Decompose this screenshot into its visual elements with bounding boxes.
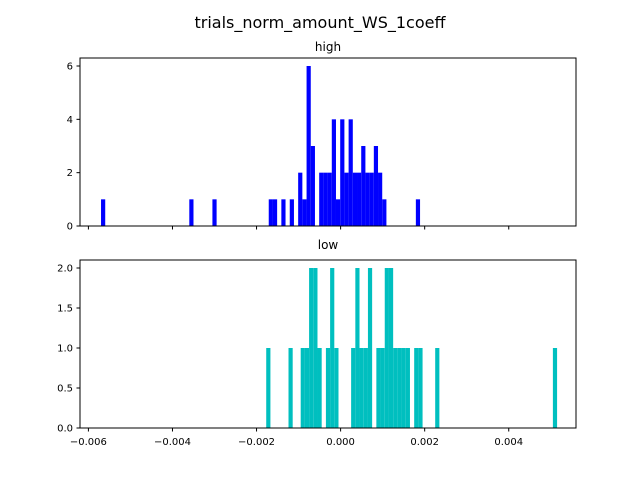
- histogram-bar: [327, 172, 332, 226]
- histogram-bar: [331, 119, 336, 226]
- histogram-bar: [363, 348, 368, 428]
- histogram-bar: [335, 199, 341, 226]
- y-axis-low: 0.0 0.5 1.0 1.5 2.0: [57, 264, 80, 435]
- histogram-bar: [401, 348, 406, 428]
- histogram-bar: [351, 348, 356, 428]
- histogram-bar: [101, 199, 106, 226]
- x-tick-label: −0.002: [238, 437, 275, 448]
- y-tick-label: 0.0: [57, 424, 73, 435]
- histogram-bar: [414, 348, 419, 428]
- histogram-bar: [304, 348, 310, 428]
- histogram-bar: [268, 199, 273, 226]
- histogram-bar: [393, 348, 398, 428]
- histogram-bar: [289, 199, 294, 226]
- histogram-bar: [352, 172, 357, 226]
- bars-high: [101, 66, 421, 226]
- y-tick-label: 1.5: [57, 304, 73, 315]
- histogram-bar: [300, 348, 305, 428]
- y-tick-label: 4: [67, 115, 73, 126]
- histogram-bar: [309, 268, 314, 428]
- bars-low: [266, 268, 558, 428]
- histogram-bar: [325, 348, 331, 428]
- histogram-bar: [272, 199, 278, 226]
- histogram-bar: [281, 199, 286, 226]
- y-tick-label: 2.0: [57, 264, 73, 275]
- histogram-bar: [334, 348, 339, 428]
- y-tick-label: 0.5: [57, 384, 73, 395]
- axes-frame-high: [79, 57, 577, 227]
- histogram-bar: [418, 348, 423, 428]
- histogram-bar: [380, 348, 385, 428]
- histogram-low: low 0.0 0.5 1.0 1.5 2.0 −0.006 −0.004 −0.002 0.…: [57, 238, 577, 448]
- histogram-bar: [212, 199, 217, 226]
- histogram-bar: [189, 199, 194, 226]
- histogram-bar: [298, 172, 303, 226]
- histogram-bar: [361, 146, 366, 226]
- histogram-bar: [382, 199, 387, 226]
- histogram-bar: [435, 348, 440, 428]
- histogram-bar: [367, 268, 373, 428]
- x-tick-label: 0.002: [410, 437, 439, 448]
- histogram-bar: [355, 268, 360, 428]
- histogram-bar: [302, 199, 307, 226]
- histogram-bar: [310, 146, 315, 226]
- histogram-bar: [388, 268, 394, 428]
- histogram-bar: [323, 172, 328, 226]
- y-tick-label: 0: [67, 222, 73, 233]
- histogram-bar: [373, 146, 379, 226]
- histogram-bar: [376, 348, 381, 428]
- x-axis-high: [87, 226, 510, 230]
- subplot-title-high: high: [315, 40, 341, 54]
- histogram-bar: [288, 348, 293, 428]
- histogram-bar: [313, 268, 318, 428]
- histogram-bar: [344, 172, 349, 226]
- histogram-bar: [348, 119, 353, 226]
- histogram-bar: [340, 119, 345, 226]
- histogram-bar: [357, 172, 362, 226]
- histogram-bar: [378, 172, 383, 226]
- histogram-bar: [317, 348, 322, 428]
- histogram-bar: [330, 268, 335, 428]
- histogram-bar: [359, 348, 364, 428]
- histogram-bar: [266, 348, 271, 428]
- x-tick-label: −0.004: [154, 437, 191, 448]
- y-tick-label: 2: [67, 168, 73, 179]
- histogram-bar: [365, 172, 370, 226]
- x-tick-label: −0.006: [70, 437, 107, 448]
- y-tick-label: 6: [67, 62, 73, 73]
- histogram-bar: [552, 348, 558, 428]
- histogram-bar: [306, 66, 311, 226]
- subplot-title-low: low: [318, 238, 339, 252]
- histogram-bar: [319, 172, 324, 226]
- figure-title: trials_norm_amount_WS_1coeff: [194, 13, 446, 33]
- histogram-bar: [369, 172, 374, 226]
- y-tick-label: 1.0: [57, 344, 73, 355]
- x-tick-label: 0.000: [326, 437, 355, 448]
- histogram-high: high 0 2 4 6: [67, 40, 577, 233]
- x-tick-label: 0.004: [494, 437, 523, 448]
- histogram-bar: [397, 348, 402, 428]
- histogram-bar: [384, 268, 389, 428]
- y-axis-high: 0 2 4 6: [67, 62, 80, 233]
- histogram-bar: [415, 199, 421, 226]
- histogram-bar: [405, 348, 410, 428]
- axes-frame-low: [79, 259, 577, 429]
- x-axis-low: −0.006 −0.004 −0.002 0.000 0.002 0.004: [70, 428, 523, 448]
